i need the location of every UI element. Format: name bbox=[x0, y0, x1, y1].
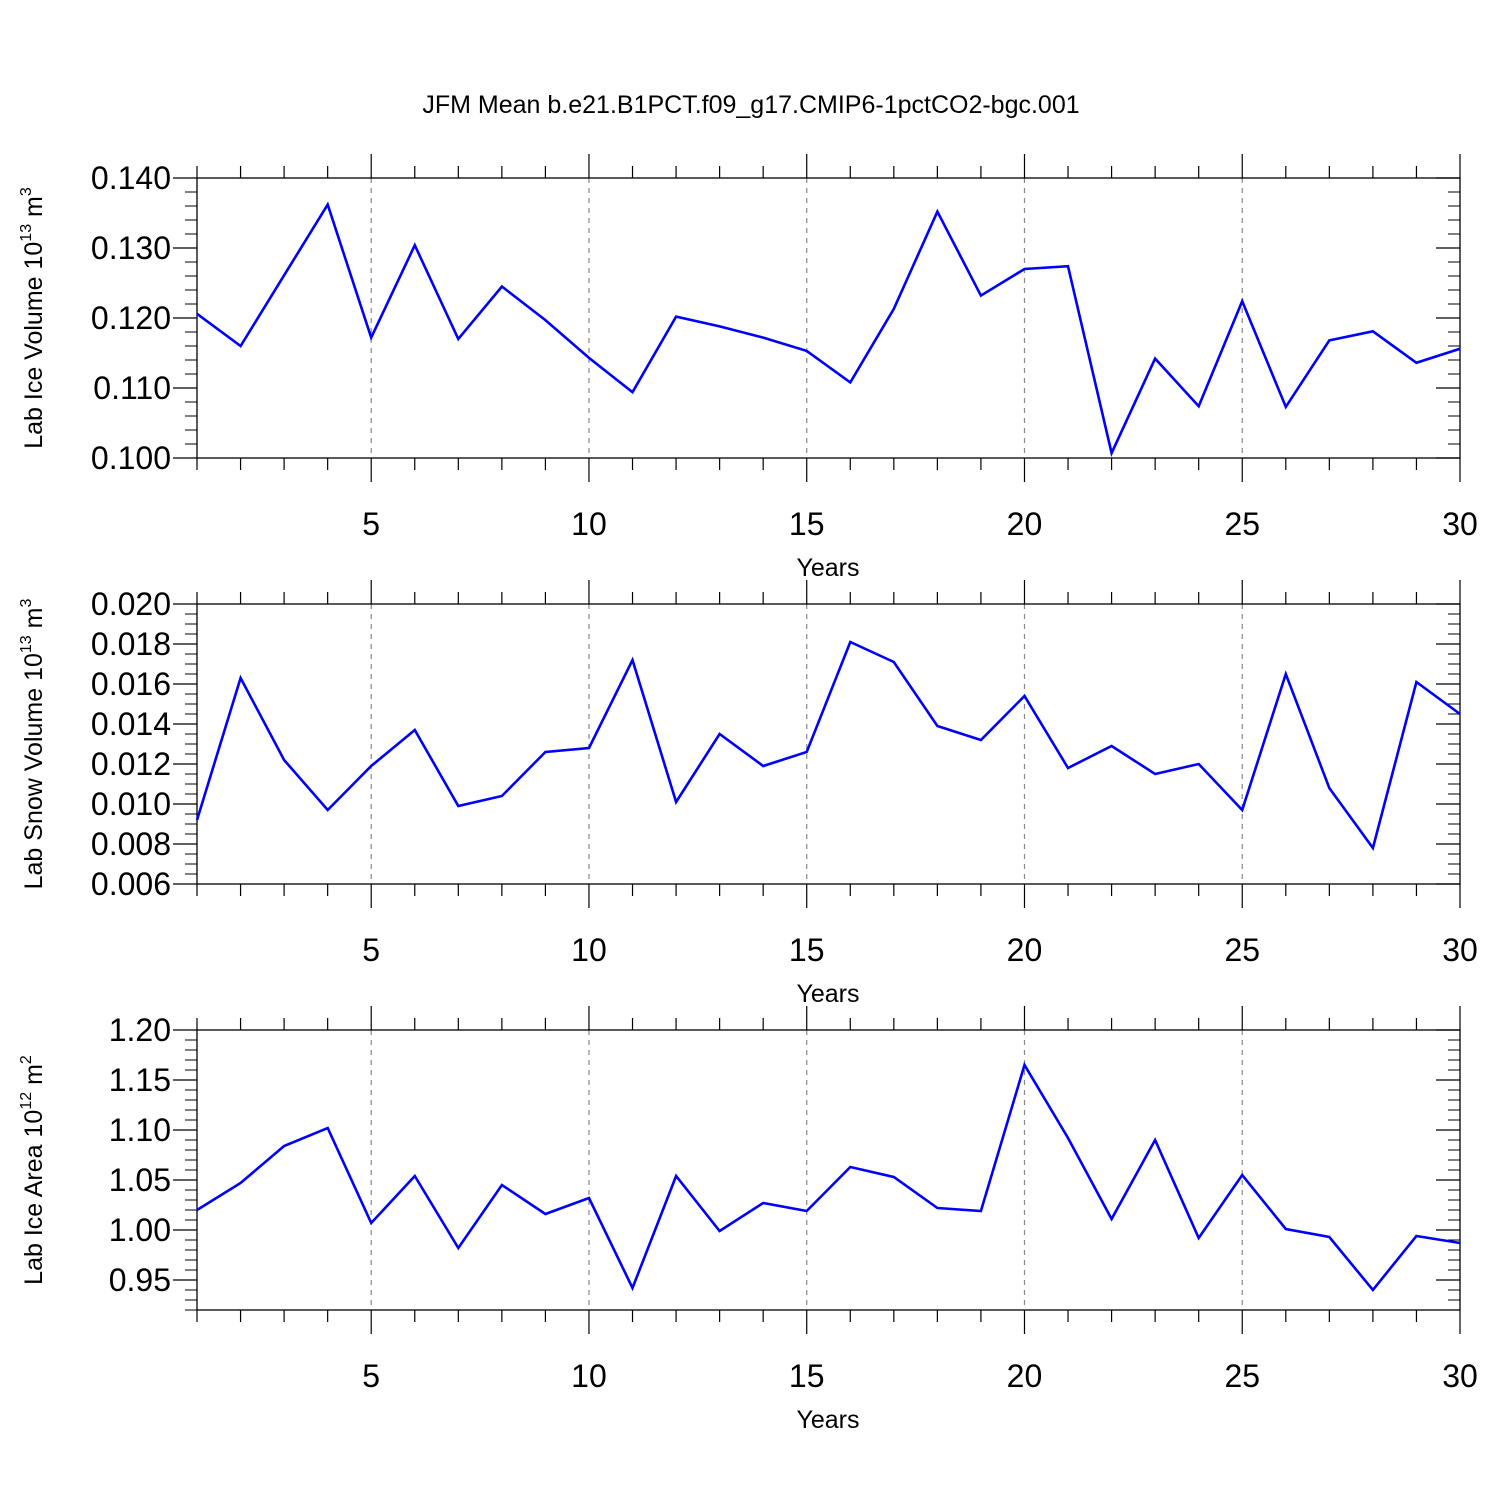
y-tick-label: 0.014 bbox=[91, 706, 171, 742]
series-line bbox=[196, 201, 1461, 458]
x-tick-label: 10 bbox=[571, 506, 607, 542]
x-axis-label: Years bbox=[796, 554, 859, 582]
x-tick-label: 30 bbox=[1442, 506, 1478, 542]
x-tick-label: 25 bbox=[1224, 932, 1260, 968]
x-tick-label: 25 bbox=[1224, 506, 1260, 542]
plot-frame bbox=[196, 603, 1461, 885]
y-tick-label: 0.95 bbox=[109, 1262, 171, 1298]
x-axis-label: Years bbox=[796, 1406, 859, 1434]
x-tick-label: 20 bbox=[1007, 932, 1043, 968]
y-tick-label: 0.006 bbox=[91, 866, 171, 902]
x-tick-label: 5 bbox=[362, 506, 380, 542]
y-tick-label: 0.012 bbox=[91, 746, 171, 782]
y-tick-label: 1.00 bbox=[109, 1212, 171, 1248]
x-tick-label: 20 bbox=[1007, 1358, 1043, 1394]
panel-2: 0.006 0.008 0.010 0.012 0.014 0.016 0.018 0.020… bbox=[18, 580, 1478, 1008]
y-tick-label: 0.016 bbox=[91, 666, 171, 702]
y-tick-label: 0.140 bbox=[91, 160, 171, 196]
y-tick-label: 1.10 bbox=[109, 1112, 171, 1148]
y-tick-label: 0.010 bbox=[91, 786, 171, 822]
y-tick-label: 0.120 bbox=[91, 300, 171, 336]
y-axis-label: Lab Ice Volume 1013 m3 bbox=[18, 187, 48, 449]
x-tick-label: 20 bbox=[1007, 506, 1043, 542]
chart-title: JFM Mean b.e21.B1PCT.f09_g17.CMIP6-1pctC… bbox=[422, 91, 1079, 119]
y-tick-label: 0.018 bbox=[91, 626, 171, 662]
x-tick-label: 5 bbox=[362, 932, 380, 968]
y-tick-label: 0.008 bbox=[91, 826, 171, 862]
x-tick-label: 30 bbox=[1442, 1358, 1478, 1394]
y-tick-label: 0.130 bbox=[91, 230, 171, 266]
series-line bbox=[196, 1061, 1461, 1293]
plot-frame bbox=[196, 177, 1461, 459]
x-tick-label: 15 bbox=[789, 1358, 825, 1394]
y-tick-label: 1.20 bbox=[109, 1012, 171, 1048]
y-axis-label: Lab Ice Area 1012 m2 bbox=[18, 1055, 48, 1285]
x-tick-label: 5 bbox=[362, 1358, 380, 1394]
y-axis-label: Lab Snow Volume 1013 m3 bbox=[18, 599, 48, 890]
y-tick-label: 0.110 bbox=[93, 370, 171, 406]
y-tick-label: 1.05 bbox=[109, 1162, 171, 1198]
panel-1: 0.100 0.110 0.120 0.130 0.140 5 10 15 20 25 30 Year… bbox=[18, 154, 1478, 582]
panel-3: 0.95 1.00 1.05 1.10 1.15 1.20 5 10 15 20 25 30 Years… bbox=[18, 1006, 1478, 1434]
y-tick-label: 1.15 bbox=[109, 1062, 171, 1098]
plot-frame bbox=[196, 1029, 1461, 1311]
y-tick-label: 0.100 bbox=[91, 440, 171, 476]
y-tick-label: 0.020 bbox=[91, 586, 171, 622]
x-tick-label: 15 bbox=[789, 506, 825, 542]
x-tick-label: 10 bbox=[571, 932, 607, 968]
x-tick-label: 10 bbox=[571, 1358, 607, 1394]
series-line bbox=[195, 640, 1461, 851]
x-axis-label: Years bbox=[796, 980, 859, 1008]
x-tick-label: 25 bbox=[1224, 1358, 1260, 1394]
x-tick-label: 15 bbox=[789, 932, 825, 968]
x-tick-label: 30 bbox=[1442, 932, 1478, 968]
